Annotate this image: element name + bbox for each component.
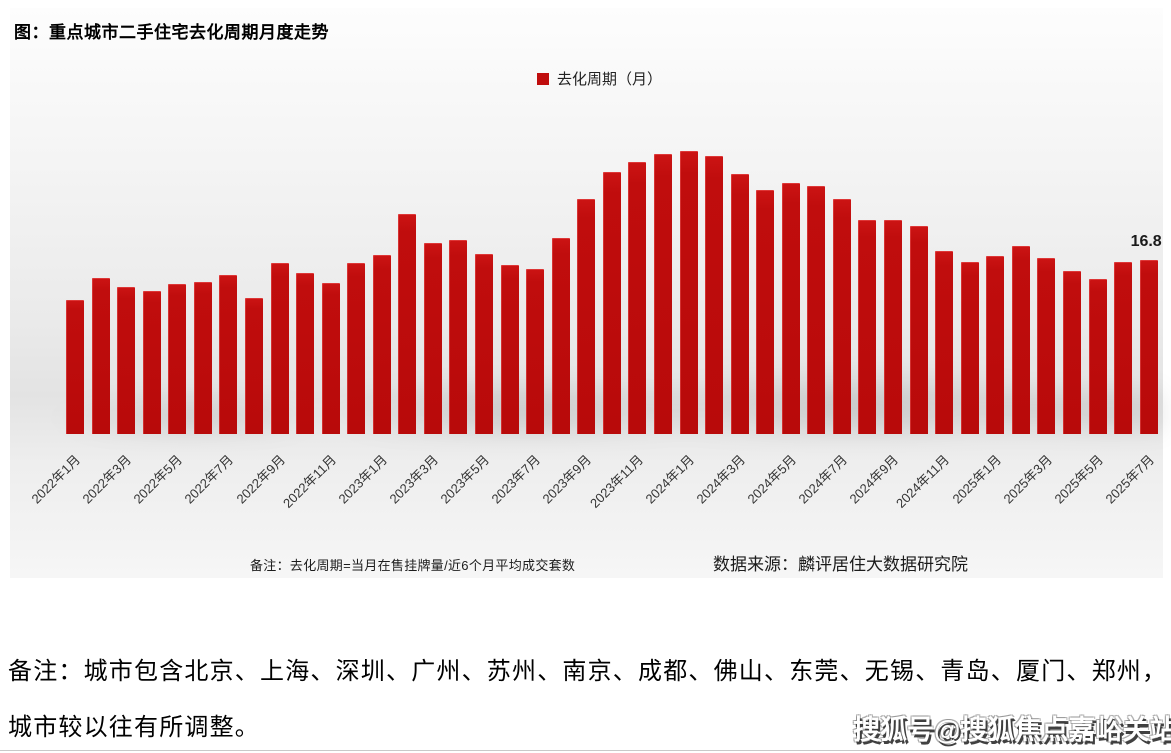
x-tick-label: 2022年7月 [181, 451, 237, 507]
bar [66, 300, 84, 434]
bottom-divider [0, 750, 1171, 751]
bar [986, 255, 1005, 434]
bar [398, 214, 417, 434]
x-tick-label: 2024年5月 [744, 451, 800, 507]
chart-panel: 图：重点城市二手住宅去化周期月度走势 去化周期（月） 16.8 2022年1月 2… [10, 8, 1166, 578]
x-tick-label: 2025年3月 [1000, 451, 1055, 507]
bars: 16.8 [66, 8, 1162, 434]
x-tick-label: 2023年11月 [586, 451, 646, 511]
x-tick-label: 2025年1月 [949, 451, 1004, 507]
x-tick-label: 2025年7月 [1102, 451, 1158, 507]
x-tick-label: 2022年3月 [79, 451, 135, 507]
bar [935, 251, 954, 434]
x-tick-label: 2023年1月 [335, 451, 390, 507]
bar [372, 254, 391, 434]
bar [244, 298, 263, 434]
data-source: 数据来源：麟评居住大数据研究院 [713, 555, 968, 574]
bar [884, 220, 902, 434]
bar [602, 171, 621, 434]
bar [117, 286, 136, 434]
x-tick-label: 2022年5月 [130, 451, 186, 507]
bar [909, 225, 928, 434]
bar [807, 186, 826, 434]
bar [500, 264, 519, 434]
bar [756, 190, 775, 434]
watermark: 搜狐号@搜狐焦点嘉峪关站 [853, 715, 1171, 745]
bar [1114, 261, 1133, 434]
bar [551, 237, 570, 434]
bottom-note-line1: 备注：城市包含北京、上海、深圳、广州、苏州、南京、成都、佛山、东莞、无锡、青岛、… [8, 659, 1168, 685]
bar [296, 273, 315, 434]
bar [960, 261, 979, 434]
bar [832, 198, 851, 434]
x-tick-label: 2023年5月 [437, 451, 493, 507]
bar [730, 173, 749, 434]
x-tick-label: 2022年1月 [28, 451, 84, 507]
legend-swatch-icon [537, 72, 549, 85]
chart-footnote: 备注：去化周期=当月在售挂牌量/近6个月平均成交套数 [250, 558, 576, 573]
bar [270, 262, 289, 434]
bar [91, 278, 110, 434]
bar [168, 283, 187, 434]
bar [219, 275, 238, 434]
x-tick-label: 2025年5月 [1051, 451, 1106, 507]
x-tick-label: 2023年7月 [488, 451, 544, 507]
bar [423, 243, 442, 434]
bar [142, 290, 161, 434]
bar [321, 282, 340, 434]
x-tick-label: 2022年11月 [279, 451, 339, 511]
bar [1088, 279, 1107, 434]
legend: 去化周期（月） [537, 68, 662, 89]
bar [577, 198, 596, 434]
bar [858, 220, 877, 434]
x-tick-label: 2023年3月 [386, 451, 442, 507]
bar [628, 162, 647, 434]
legend-label: 去化周期（月） [557, 71, 663, 88]
bottom-note-line2: 城市较以往有所调整。 [8, 715, 260, 741]
bar [347, 262, 366, 434]
bar [653, 153, 672, 434]
bar [193, 281, 212, 434]
bar: 16.8 [1131, 233, 1162, 434]
bar [705, 155, 724, 434]
plot-area: 16.8 [56, 8, 1166, 438]
x-tick-label: 2024年3月 [693, 451, 748, 507]
x-tick-label: 2024年1月 [642, 451, 697, 507]
x-tick-label: 2024年7月 [795, 451, 851, 507]
x-tick-label: 2024年11月 [893, 451, 953, 511]
bar [1011, 246, 1030, 434]
x-axis-labels: 2022年1月 2022年3月 2022年5月 2022年7月 2022年9月 2022年… [28, 434, 1158, 529]
bar [781, 182, 800, 434]
last-value-label: 16.8 [1130, 232, 1162, 250]
bar [1062, 271, 1081, 434]
bar [1037, 257, 1056, 434]
chart-title: 图：重点城市二手住宅去化周期月度走势 [14, 23, 329, 42]
bar [475, 253, 493, 434]
bar [526, 269, 545, 434]
bar [679, 150, 698, 434]
bar [449, 240, 468, 434]
